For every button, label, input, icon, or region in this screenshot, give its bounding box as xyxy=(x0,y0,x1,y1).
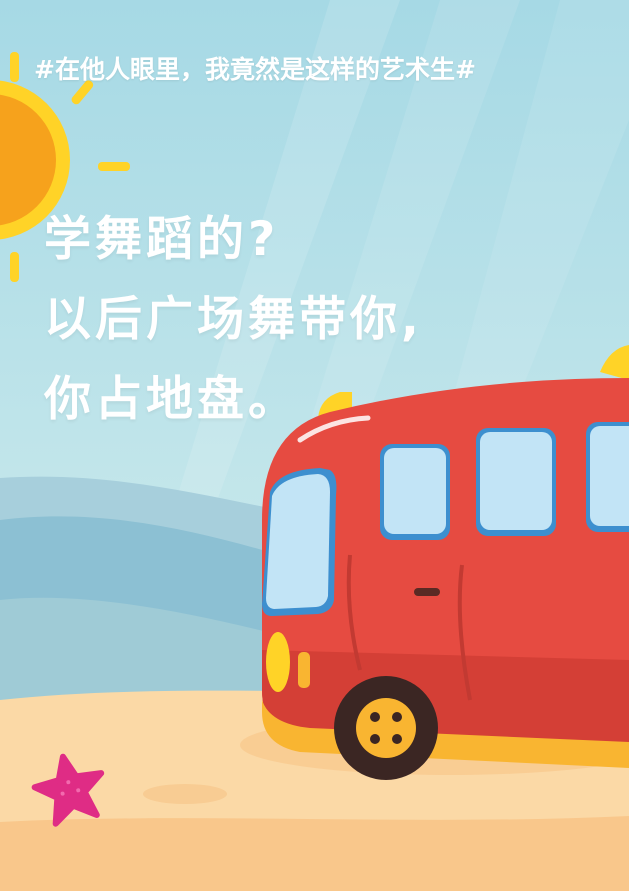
bus-illustration xyxy=(262,345,629,780)
sand-bottom xyxy=(0,816,629,891)
starfish-icon xyxy=(31,753,105,827)
headline-line-1: 学舞蹈的? xyxy=(44,212,280,267)
light-beam xyxy=(170,0,400,520)
headline-line-3: 你占地盘。 xyxy=(44,372,299,427)
sand-dune xyxy=(143,784,227,804)
headline: 学舞蹈的? 以后广场舞带你, 你占地盘。 xyxy=(44,200,604,440)
headline-line-2: 以后广场舞带你, xyxy=(44,292,423,347)
sun-icon xyxy=(0,52,130,282)
sea-wave xyxy=(0,597,300,700)
hashtag-title: #在他人眼里，我竟然是这样的艺术生# xyxy=(34,55,476,84)
light-beam xyxy=(280,0,520,520)
